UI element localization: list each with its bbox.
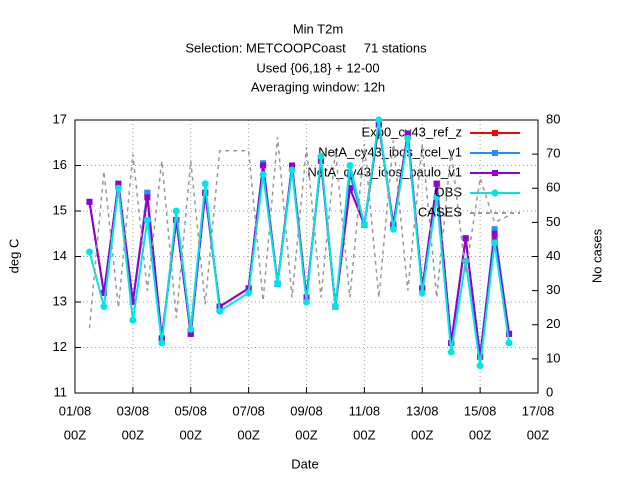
point — [100, 289, 107, 296]
y-tick-label: 16 — [53, 157, 67, 172]
point — [144, 194, 151, 201]
x-tick-label: 15/08 — [464, 403, 497, 418]
y2-tick-label: 70 — [546, 146, 560, 161]
x-tick-label: 09/08 — [290, 403, 323, 418]
point — [346, 185, 353, 192]
point — [462, 235, 469, 242]
legend-label: NetA_cy43_ioos_rcel_v1 — [318, 144, 462, 159]
legend-label: Exp0_cy43_ref_z — [362, 124, 462, 139]
point — [289, 162, 296, 169]
point — [85, 248, 93, 256]
point — [115, 180, 122, 187]
point — [216, 307, 224, 315]
point — [404, 130, 411, 137]
point — [433, 193, 441, 201]
point — [129, 316, 137, 324]
point — [404, 134, 412, 142]
point — [245, 289, 253, 297]
legend-label: NetA_cy43_ioos_paulo_v1 — [307, 164, 462, 179]
point — [187, 325, 195, 333]
x-tick-label: 00Z — [353, 427, 375, 442]
x-axis-label: Date — [291, 456, 318, 471]
y2-tick-label: 30 — [546, 282, 560, 297]
legend-marker — [492, 150, 498, 156]
x-tick-label: 13/08 — [406, 403, 439, 418]
legend-marker — [491, 189, 499, 197]
point — [505, 339, 513, 347]
x-tick-label: 03/08 — [117, 403, 150, 418]
x-tick-label: 17/08 — [522, 403, 555, 418]
y2-tick-label: 20 — [546, 316, 560, 331]
chart-title: Used {06,18} + 12-00 — [256, 60, 379, 75]
point — [491, 226, 498, 233]
point — [433, 180, 440, 187]
x-tick-label: 00Z — [64, 427, 86, 442]
point — [100, 303, 108, 311]
point — [114, 184, 122, 192]
series-line — [88, 136, 510, 329]
point — [317, 152, 325, 160]
point — [303, 298, 310, 306]
point — [259, 171, 267, 179]
x-tick-label: 00Z — [469, 427, 491, 442]
point — [477, 353, 484, 360]
chart-title: Selection: METCOOPCoast 71 stations — [185, 40, 427, 55]
x-tick-label: 00Z — [411, 427, 433, 442]
point — [447, 348, 455, 356]
legend-label: OBS — [435, 184, 463, 199]
x-tick-label: 07/08 — [232, 403, 265, 418]
point — [260, 162, 267, 169]
point — [187, 330, 194, 337]
point — [506, 330, 513, 337]
point — [201, 180, 209, 188]
point — [129, 299, 136, 305]
chart-title: Min T2m — [293, 21, 343, 36]
plot-frame — [74, 119, 539, 394]
point — [143, 216, 151, 224]
x-tick-label: 00Z — [237, 427, 259, 442]
point — [288, 166, 296, 174]
point — [491, 230, 498, 237]
point — [375, 116, 383, 124]
point — [389, 225, 397, 233]
y2-tick-label: 60 — [546, 180, 560, 195]
x-tick-label: 05/08 — [174, 403, 207, 418]
point — [346, 162, 354, 169]
y2-tick-label: 0 — [546, 384, 553, 399]
y2-tick-label: 80 — [546, 111, 560, 126]
chart-title: Averaging window: 12h — [251, 79, 385, 94]
point — [158, 339, 166, 347]
y-tick-label: 17 — [53, 111, 67, 126]
legend-marker — [492, 130, 498, 136]
point — [274, 280, 282, 288]
x-tick-label: 00Z — [295, 427, 317, 442]
point — [418, 289, 426, 297]
y2-tick-label: 10 — [546, 350, 560, 365]
y-tick-label: 14 — [53, 248, 67, 263]
point — [172, 207, 180, 215]
x-tick-label: 11/08 — [349, 403, 381, 418]
y-tick-label: 12 — [53, 339, 67, 354]
y2-tick-label: 40 — [546, 248, 560, 263]
legend-marker — [492, 170, 498, 176]
point — [491, 239, 499, 247]
y-tick-label: 15 — [53, 202, 67, 217]
x-tick-label: 00Z — [180, 427, 202, 442]
y2-axis-label: No cases — [589, 228, 604, 283]
y2-tick-label: 50 — [546, 214, 560, 229]
point — [331, 303, 339, 311]
x-tick-label: 00Z — [122, 427, 144, 442]
point — [476, 362, 484, 370]
point — [86, 198, 93, 205]
y-axis-label: deg C — [6, 239, 21, 274]
point — [360, 221, 368, 229]
x-tick-label: 01/08 — [59, 403, 92, 418]
y-tick-label: 13 — [53, 293, 67, 308]
y-tick-label: 11 — [54, 384, 68, 399]
x-tick-label: 00Z — [527, 427, 549, 442]
legend-label: CASES — [418, 204, 462, 219]
point — [144, 189, 151, 196]
